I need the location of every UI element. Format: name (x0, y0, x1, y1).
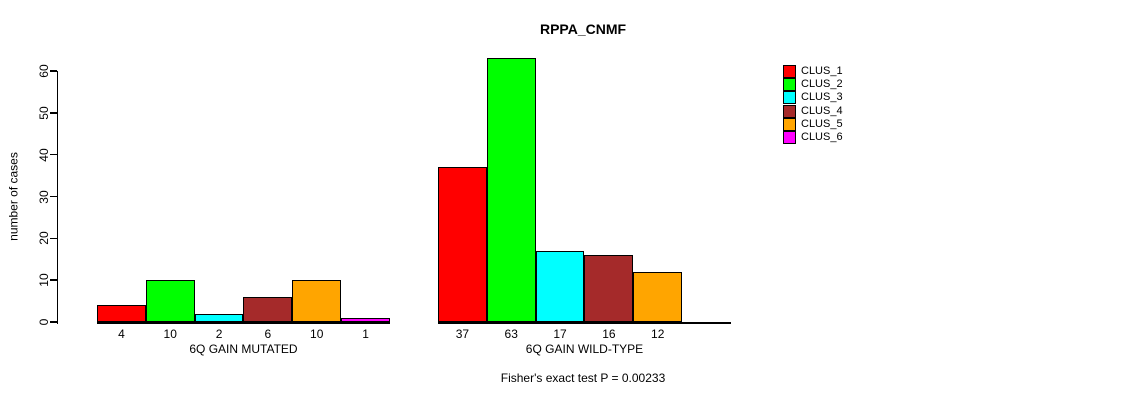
legend-item: CLUS_6 (783, 131, 843, 145)
group-baseline (97, 322, 390, 324)
legend-swatch-CLUS_5 (783, 117, 796, 131)
legend-label: CLUS_1 (801, 65, 843, 78)
y-axis-tick-label: 10 (37, 273, 51, 287)
bar-value-label: 10 (163, 327, 177, 341)
bar-value-label: 4 (118, 327, 125, 341)
legend-item: CLUS_3 (783, 91, 843, 105)
bar-CLUS_5 (633, 271, 683, 322)
bar-value-label: 37 (455, 327, 470, 341)
y-axis-tick-label: 30 (37, 189, 51, 204)
legend-label: CLUS_5 (801, 117, 843, 130)
bar-value-label: 16 (602, 327, 616, 341)
y-axis-tick-label: 40 (37, 147, 51, 162)
bar-value-label: 17 (553, 327, 567, 341)
y-axis-tick (49, 112, 57, 114)
y-axis-label: number of cases (6, 152, 21, 241)
bar-value-label: 1 (362, 327, 369, 341)
y-axis-tick-label: 20 (37, 231, 51, 246)
y-axis-tick (49, 321, 57, 323)
bar-value-label: 6 (264, 327, 272, 341)
legend-item: CLUS_1 (783, 65, 843, 79)
group-baseline (438, 322, 731, 324)
legend-swatch-CLUS_4 (783, 104, 796, 118)
legend-label: CLUS_6 (801, 131, 843, 144)
bar-value-label: 63 (504, 327, 518, 341)
legend-item: CLUS_2 (783, 78, 843, 92)
y-axis-tick (49, 153, 57, 156)
legend-item: CLUS_5 (783, 117, 843, 131)
y-axis-tick (49, 237, 57, 240)
group-label: 6Q GAIN WILD-TYPE (525, 342, 644, 356)
bar-CLUS_2 (486, 58, 536, 322)
bar-CLUS_3 (194, 313, 244, 322)
bar-CLUS_3 (535, 250, 585, 322)
legend-swatch-CLUS_6 (783, 131, 796, 145)
legend-item: CLUS_4 (783, 104, 843, 118)
bar-value-label: 12 (651, 327, 665, 341)
bar-CLUS_1 (97, 305, 146, 322)
bar-CLUS_5 (292, 280, 342, 322)
bar-CLUS_6 (341, 317, 390, 322)
group-label: 6Q GAIN MUTATED (189, 342, 298, 356)
legend-swatch-CLUS_2 (783, 78, 796, 92)
bar-CLUS_2 (145, 280, 195, 322)
y-axis-tick (49, 70, 57, 72)
y-axis-tick (49, 195, 57, 198)
bar-value-label: 10 (310, 327, 324, 341)
y-axis-tick-label: 50 (37, 106, 51, 120)
bar-CLUS_4 (243, 296, 293, 322)
legend-swatch-CLUS_1 (783, 65, 796, 79)
legend-label: CLUS_2 (801, 78, 843, 91)
chart-title: RPPA_CNMF (539, 21, 627, 37)
bar-CLUS_4 (584, 255, 634, 322)
y-axis-tick-label: 0 (37, 318, 51, 326)
legend: CLUS_1 CLUS_2 CLUS_3 CLUS_4 CLUS_5 CLUS_6 (783, 65, 843, 145)
annotation-text: Fisher's exact test P = 0.00233 (500, 371, 666, 385)
legend-label: CLUS_4 (801, 104, 843, 117)
y-axis-line (56, 71, 58, 324)
y-axis-tick (49, 279, 57, 281)
legend-swatch-CLUS_3 (783, 91, 796, 105)
bar-value-label: 2 (215, 327, 223, 341)
bar-CLUS_1 (438, 167, 487, 322)
legend-label: CLUS_3 (801, 91, 843, 104)
y-axis-tick-label: 60 (37, 64, 51, 78)
